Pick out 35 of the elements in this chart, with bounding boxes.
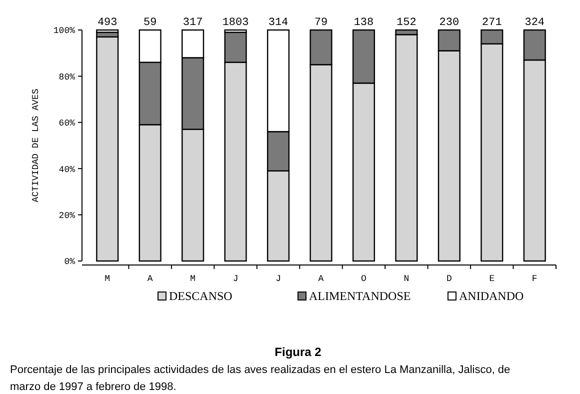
text: 138 <box>354 17 374 29</box>
x-tick-label: J <box>276 274 281 284</box>
text: 79 <box>314 17 328 29</box>
text: Figura 2 <box>274 345 322 359</box>
x-tick-label: E <box>489 274 495 284</box>
x-tick-label: F <box>532 274 538 284</box>
bar <box>96 36 119 262</box>
legend-label: DESCANSO <box>169 289 233 303</box>
x-tick-label: A <box>147 274 154 284</box>
y-tick-label: 80% <box>58 72 76 82</box>
x-tick-label: A <box>318 274 324 284</box>
legend-label: ALIMENTANDOSE <box>309 289 411 303</box>
text: 314 <box>268 17 289 29</box>
text: 59 <box>143 17 157 29</box>
y-tick-label: 100% <box>53 26 76 36</box>
text: 317 <box>182 17 203 29</box>
text: Porcentaje de las principales actividades de las aves realizadas en el estero La Manzanilla, Jalisco, de marzo de 1997 a febrero de 1998. <box>10 364 510 393</box>
text: 230 <box>439 17 460 29</box>
x-tick-label: O <box>361 274 366 284</box>
x-tick-label: D <box>446 274 452 284</box>
y-tick-label: 20% <box>58 210 76 221</box>
text: 324 <box>524 17 545 29</box>
y-tick-label: 60% <box>58 118 76 129</box>
x-tick-label: N <box>404 274 410 284</box>
text: 152 <box>396 17 416 29</box>
x-tick-label: M <box>104 274 110 284</box>
legend-label: ANIDANDO <box>459 289 524 303</box>
text: 493 <box>97 17 118 29</box>
y-axis-title: ACTIVIDAD DE LAS AVES <box>31 88 41 202</box>
text: 271 <box>482 17 502 29</box>
y-tick-label: 0% <box>64 257 76 268</box>
x-tick-label: M <box>190 274 196 284</box>
y-tick-label: 40% <box>58 164 76 175</box>
x-tick-label: J <box>232 274 238 284</box>
text: 1803 <box>222 17 249 29</box>
